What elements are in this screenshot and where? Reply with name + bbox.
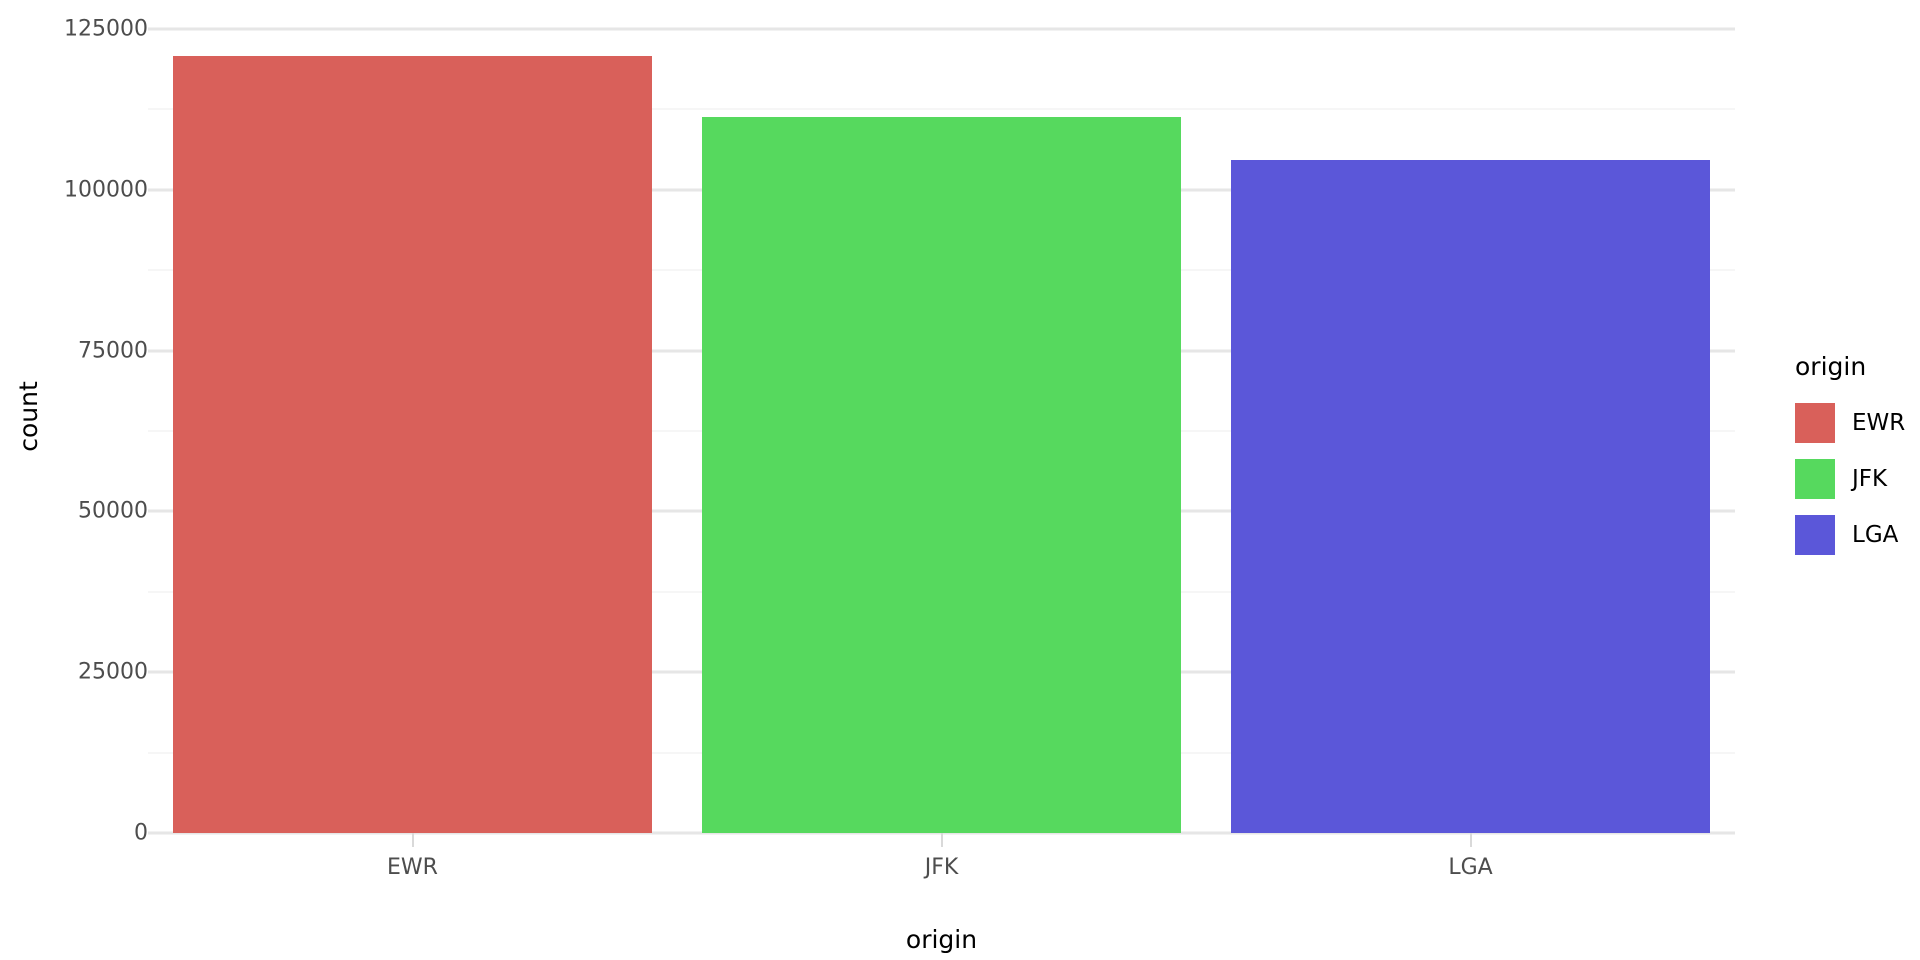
- x-axis-tick-mark: [1469, 833, 1472, 847]
- legend-swatch-jfk: [1795, 459, 1835, 499]
- y-axis-tick-labels: 0 25000 50000 75000 100000 125000: [0, 0, 148, 960]
- legend-title: origin: [1795, 352, 1867, 381]
- y-axis-tick-label: 25000: [78, 659, 148, 685]
- y-axis-tick-label: 75000: [78, 338, 148, 364]
- x-axis-tick-label-jfk: JFK: [924, 855, 959, 880]
- y-axis-tick-label: 125000: [64, 16, 148, 42]
- legend-swatch-lga: [1795, 515, 1835, 555]
- y-axis-tick-label: 50000: [78, 498, 148, 524]
- x-axis-tick-mark: [411, 833, 414, 847]
- y-axis-tick-label: 100000: [64, 177, 148, 203]
- legend-item-jfk[interactable]: JFK: [1795, 451, 1920, 507]
- y-axis-tick-label: 0: [134, 820, 148, 846]
- bar-jfk[interactable]: [702, 117, 1181, 833]
- x-axis-tick-label-ewr: EWR: [387, 855, 438, 880]
- legend-label-ewr: EWR: [1852, 410, 1906, 436]
- legend-entries: EWR JFK LGA: [1795, 395, 1920, 563]
- plot-area: [148, 0, 1735, 835]
- gridline-minor: [148, 108, 1735, 111]
- legend: origin EWR JFK LGA: [1795, 352, 1920, 563]
- x-axis-title-text: origin: [905, 925, 978, 954]
- bar-lga[interactable]: [1231, 159, 1710, 833]
- legend-swatch-ewr: [1795, 403, 1835, 443]
- legend-label-lga: LGA: [1852, 522, 1899, 548]
- bar-ewr[interactable]: [173, 55, 652, 833]
- legend-item-lga[interactable]: LGA: [1795, 507, 1920, 563]
- x-axis-tick-label-lga: LGA: [1448, 855, 1493, 880]
- x-axis-tick-mark: [940, 833, 943, 847]
- x-axis: EWR JFK LGA: [148, 833, 1735, 960]
- x-axis-title: origin: [148, 925, 1735, 954]
- legend-item-ewr[interactable]: EWR: [1795, 395, 1920, 451]
- gridline-major: [148, 27, 1735, 31]
- legend-label-jfk: JFK: [1852, 466, 1888, 492]
